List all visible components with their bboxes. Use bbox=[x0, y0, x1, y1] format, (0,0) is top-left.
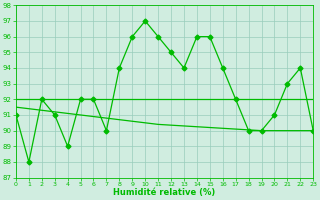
X-axis label: Humidité relative (%): Humidité relative (%) bbox=[114, 188, 216, 197]
